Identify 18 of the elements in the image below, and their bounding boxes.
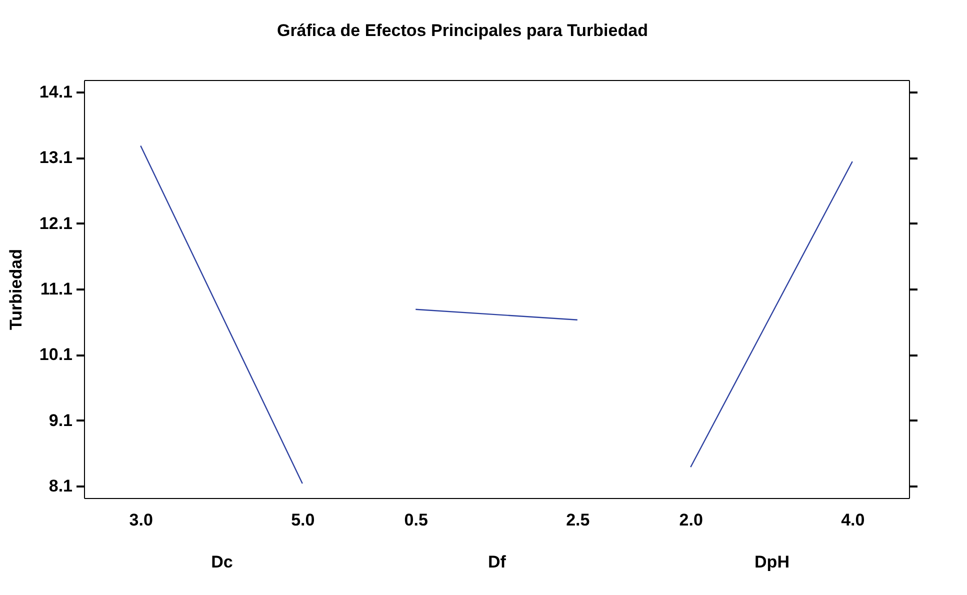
- x-tick-label: 0.5: [404, 510, 428, 530]
- x-tick-label: 4.0: [841, 510, 865, 530]
- y-tick-label: 11.1: [40, 280, 72, 298]
- y-tick-label: 14.1: [39, 82, 72, 102]
- y-tick-label: 10.1: [39, 345, 72, 364]
- y-axis-title: Turbiedad: [6, 249, 26, 330]
- y-tick-label: 9.1: [48, 410, 72, 430]
- x-axis-title: Dc: [211, 552, 233, 572]
- x-tick-label: 2.5: [566, 510, 590, 530]
- x-axis-title: Df: [488, 552, 506, 572]
- y-tick-label: 13.1: [39, 148, 72, 168]
- y-tick-label: 12.1: [39, 214, 72, 233]
- text: Gráfica de Efectos Principales para Turbiedad: [276, 21, 648, 40]
- x-axis-title: DpH: [754, 552, 790, 572]
- x-tick-label: 2.0: [679, 510, 703, 530]
- x-tick-label: 3.0: [129, 510, 153, 530]
- x-tick-label: 5.0: [291, 510, 315, 530]
- y-tick-label: 8.1: [48, 476, 72, 496]
